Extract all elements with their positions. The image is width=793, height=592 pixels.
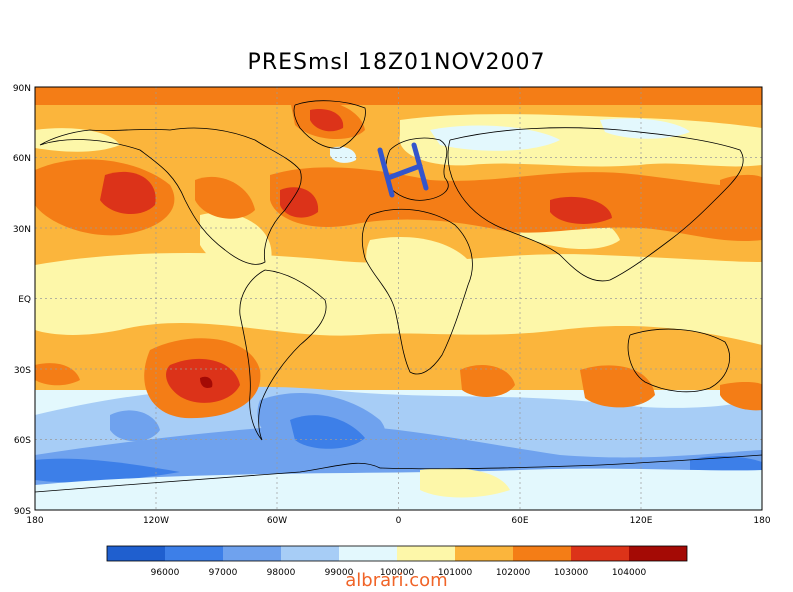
colorbar-swatch-98000-99000 — [281, 546, 339, 561]
lon-label-180e: 180 — [753, 516, 770, 526]
colorbar-label-103000: 103000 — [554, 568, 589, 578]
band-99000-100000-arctic — [430, 125, 560, 151]
high-103000-104000-pacific — [100, 171, 156, 215]
coast-south-america — [239, 269, 327, 441]
lon-label-60e: 60E — [511, 516, 528, 526]
colorbar-swatch-96000-97000 — [165, 546, 223, 561]
lon-label-0: 0 — [396, 516, 402, 526]
high-102000-103000-npacific — [720, 174, 762, 231]
colorbar-label-98000: 98000 — [267, 568, 296, 578]
lat-label-30n: 30N — [13, 225, 31, 235]
band-99000-100000-arctic-b — [600, 118, 690, 139]
colorbar-swatch-100000-101000 — [397, 546, 455, 561]
coast-africa — [361, 208, 473, 375]
lat-label-30s: 30S — [14, 366, 31, 376]
h-marker — [377, 142, 429, 198]
lon-label-120e: 120E — [630, 516, 653, 526]
colorbar-label-99000: 99000 — [325, 568, 354, 578]
colorbar-label-96000: 96000 — [151, 568, 180, 578]
lon-label-60w: 60W — [267, 516, 287, 526]
low-96000-97000-b — [35, 458, 180, 483]
band-100000-101000-africa — [366, 236, 480, 320]
low-97000-98000-b — [110, 410, 160, 442]
coast-asia — [447, 127, 744, 282]
high-103000-104000-greenland — [310, 109, 344, 132]
high-103000-104000-atlantic — [280, 187, 319, 218]
colorbar-label-102000: 102000 — [496, 568, 531, 578]
watermark-text: albrari.com — [345, 570, 448, 591]
lon-label-120w: 120W — [143, 516, 169, 526]
colorbar-swatch-101000-102000 — [455, 546, 513, 561]
lat-label-eq: EQ — [18, 295, 31, 305]
colorbar-swatch-97000-98000 — [223, 546, 281, 561]
colorbar-label-97000: 97000 — [209, 568, 238, 578]
graticule — [35, 87, 762, 510]
colorbar-swatch-102000-103000 — [513, 546, 571, 561]
high-102000-103000-us — [195, 176, 255, 219]
lat-tick-labels: 90N 60N 30N EQ 30S 60S 90S — [13, 84, 31, 517]
colorbar-swatch-lt96000 — [107, 546, 165, 561]
map-title: PRESmsl 18Z01NOV2007 — [247, 50, 546, 75]
band-100000-101000-alaska — [35, 128, 120, 152]
lat-label-90n: 90N — [13, 84, 31, 94]
colorbar-swatch-gt104000 — [629, 546, 687, 561]
coast-antarctica — [35, 454, 762, 493]
colorbar-label-104000: 104000 — [612, 568, 647, 578]
high-102000-103000-satlantic — [460, 365, 515, 397]
colorbar-label-101000: 101000 — [438, 568, 473, 578]
colorbar: 96000 97000 98000 99000 100000 101000 10… — [106, 545, 688, 578]
lon-tick-labels: 180 120W 60W 0 60E 120E 180 — [26, 516, 770, 526]
band-100000-101000-namerica — [200, 212, 272, 273]
high-102000-103000-eurasia — [270, 167, 762, 242]
band-99000-100000-polar — [35, 468, 762, 510]
lat-label-60s: 60S — [14, 436, 31, 446]
colorbar-label-100000: 100000 — [380, 568, 415, 578]
lat-label-90s: 90S — [14, 507, 31, 517]
coast-greenland — [293, 100, 366, 149]
band-100000-101000-polar — [420, 468, 510, 498]
coast-australia — [627, 328, 730, 393]
map-frame — [34, 86, 763, 511]
lon-label-180w: 180 — [26, 516, 43, 526]
low-99000-100000-iceland — [330, 146, 357, 163]
h-marker-left-stroke — [377, 147, 395, 198]
band-102000-103000-arctic — [35, 87, 762, 105]
high-103000-104000-asia — [550, 196, 612, 224]
h-marker-crossbar — [385, 163, 423, 181]
colorbar-swatch-99000-100000 — [339, 546, 397, 561]
high-102000-103000-aus — [720, 381, 762, 411]
coastlines — [35, 100, 762, 493]
low-96000-97000 — [290, 415, 365, 449]
colorbar-swatch-103000-104000 — [571, 546, 629, 561]
lat-label-60n: 60N — [13, 154, 31, 164]
colorbar-frame — [106, 545, 688, 562]
high-gt104000-spacific — [200, 376, 213, 388]
high-102000-103000-indian — [580, 365, 655, 408]
coast-north-america — [39, 127, 302, 265]
